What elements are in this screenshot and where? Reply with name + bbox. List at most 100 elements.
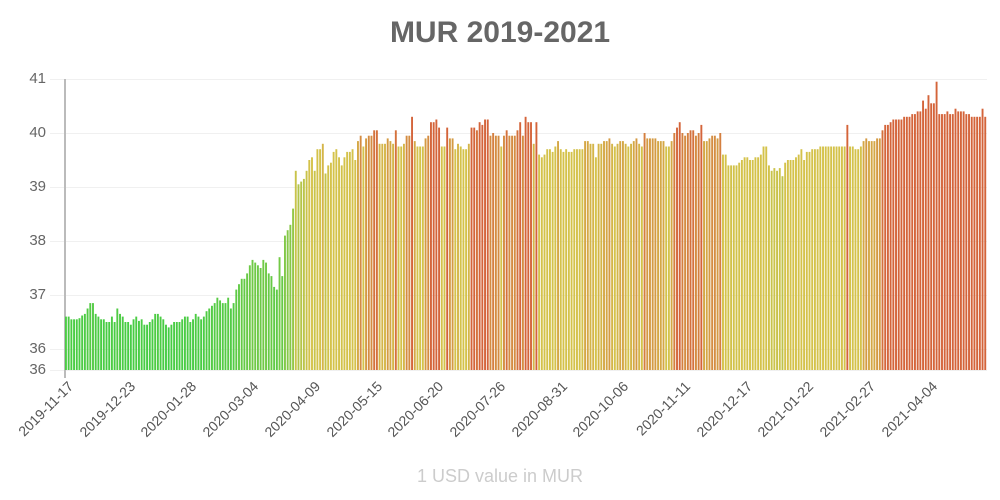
- bar: [457, 143, 459, 370]
- bar: [619, 141, 622, 370]
- bar: [878, 138, 881, 370]
- bar: [968, 114, 970, 370]
- bar: [473, 127, 476, 370]
- bar: [703, 141, 705, 370]
- bar: [554, 146, 557, 370]
- bar: [638, 143, 641, 370]
- gridline: [50, 133, 987, 134]
- bar: [324, 173, 327, 370]
- gridline: [50, 241, 987, 242]
- bar: [67, 316, 70, 370]
- bar: [854, 149, 857, 370]
- bar: [976, 116, 979, 370]
- bar: [773, 168, 776, 370]
- bar: [284, 235, 286, 370]
- bar: [292, 208, 295, 370]
- bar: [513, 135, 516, 370]
- bar: [778, 168, 781, 370]
- bar: [738, 162, 741, 370]
- bar: [749, 160, 751, 370]
- bar: [465, 149, 468, 370]
- bar: [843, 146, 846, 370]
- bar: [127, 322, 130, 370]
- bar: [970, 116, 973, 370]
- bar: [984, 116, 987, 370]
- bar: [405, 135, 408, 370]
- bar: [932, 103, 935, 370]
- bar: [413, 141, 416, 370]
- bar: [895, 119, 897, 370]
- bar: [411, 116, 413, 370]
- bar: [173, 322, 176, 370]
- bar: [608, 138, 611, 370]
- bar: [851, 146, 854, 370]
- bar: [102, 319, 105, 370]
- bar: [800, 149, 803, 370]
- bar: [110, 316, 113, 370]
- bar: [211, 305, 213, 370]
- bar: [378, 143, 381, 370]
- bar: [643, 133, 646, 370]
- bar: [941, 114, 943, 370]
- bar: [243, 278, 246, 370]
- bar: [440, 146, 443, 370]
- bar: [849, 146, 852, 370]
- bar: [594, 157, 597, 370]
- bar: [684, 135, 687, 370]
- bar: [651, 138, 654, 370]
- bar: [922, 100, 925, 370]
- bar: [338, 157, 340, 370]
- bar: [803, 160, 806, 370]
- bar: [270, 276, 273, 370]
- bar: [213, 303, 216, 370]
- bar: [540, 157, 543, 370]
- bar: [830, 146, 833, 370]
- bar: [713, 135, 716, 370]
- bar: [500, 146, 503, 370]
- bar: [329, 162, 332, 370]
- bar: [432, 122, 435, 370]
- bar: [700, 124, 703, 370]
- y-tick-label: 37: [29, 286, 46, 303]
- bar: [886, 124, 889, 370]
- bar: [343, 157, 346, 370]
- bar: [75, 319, 78, 370]
- bar: [192, 319, 194, 370]
- bar: [248, 265, 251, 370]
- bar: [808, 151, 811, 370]
- bar: [884, 124, 887, 370]
- bar: [208, 308, 211, 370]
- bar: [521, 135, 524, 370]
- bar: [732, 165, 735, 370]
- bar-plot-area: [65, 60, 987, 370]
- bar: [616, 143, 619, 370]
- bar: [719, 133, 722, 370]
- bar: [81, 315, 84, 370]
- bar: [140, 319, 143, 370]
- bar: [124, 322, 127, 370]
- bar: [876, 138, 879, 370]
- bar: [567, 151, 570, 370]
- bar-series: [65, 81, 987, 370]
- bar: [892, 119, 895, 370]
- bar: [430, 122, 432, 370]
- bar: [951, 114, 954, 370]
- bar: [597, 143, 600, 370]
- bar: [559, 149, 562, 370]
- bar: [762, 146, 765, 370]
- bar: [781, 176, 784, 370]
- bar: [740, 160, 743, 370]
- bar: [357, 141, 359, 370]
- bar: [178, 322, 181, 370]
- bar: [900, 119, 903, 370]
- bar: [135, 316, 138, 370]
- bar: [151, 319, 154, 370]
- bar: [183, 316, 186, 370]
- bar: [286, 230, 289, 370]
- bar: [70, 319, 73, 370]
- bar: [697, 133, 700, 370]
- bar: [846, 124, 849, 370]
- bar: [454, 149, 457, 370]
- bar: [129, 324, 132, 370]
- bar: [667, 146, 670, 370]
